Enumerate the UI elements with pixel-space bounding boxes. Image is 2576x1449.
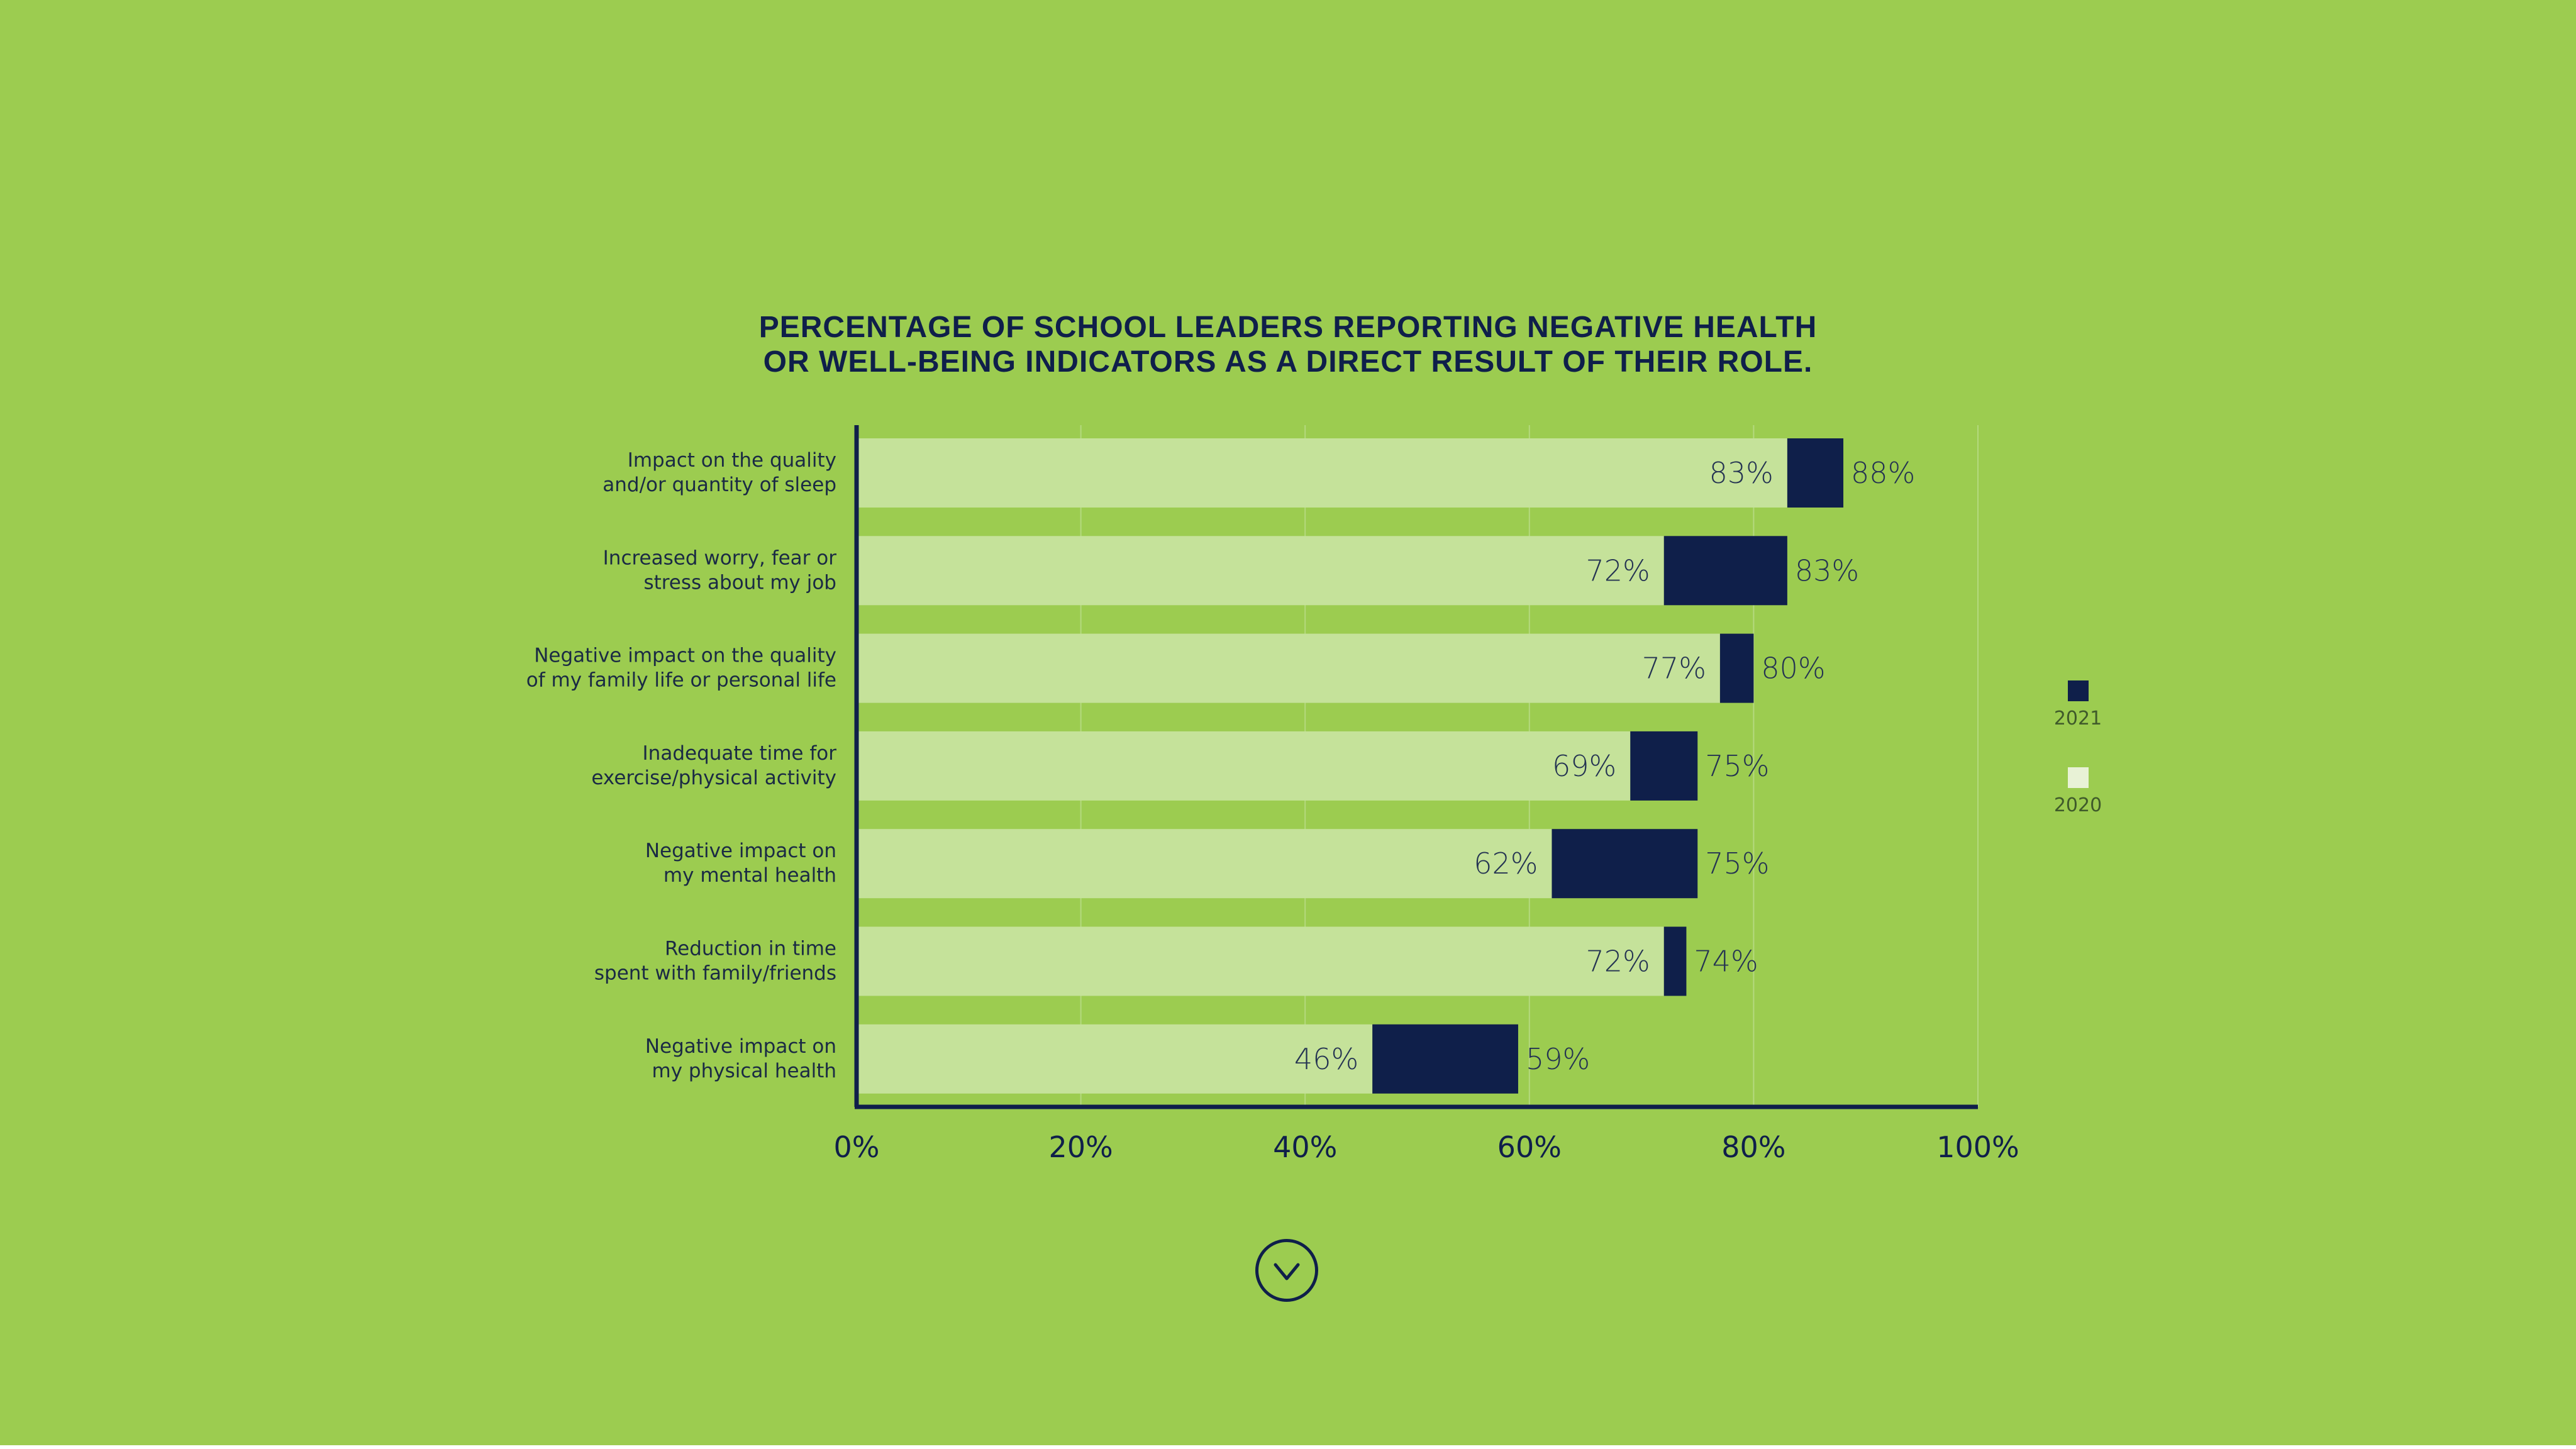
legend-label-2021: 2021 xyxy=(2054,708,2102,730)
x-tick-label: 100% xyxy=(1936,1130,2019,1164)
bar-2021 xyxy=(1552,829,1698,899)
category-label: and/or quantity of sleep xyxy=(602,474,836,496)
bar-2021 xyxy=(1663,536,1787,606)
bar-2020 xyxy=(857,438,1787,508)
legend-label-2020: 2020 xyxy=(2054,794,2102,816)
x-tick-labels: 0% 20% 40% 60% 80% 100% xyxy=(834,1130,2019,1164)
bar-2021 xyxy=(1787,438,1844,508)
x-tick-label: 40% xyxy=(1273,1130,1337,1164)
bar-2021 xyxy=(1719,633,1754,703)
category-label: Negative impact on the quality xyxy=(534,645,836,667)
bar-2021 xyxy=(1372,1024,1518,1094)
legend: 2021 2020 xyxy=(2054,680,2102,816)
x-tick-label: 80% xyxy=(1721,1130,1785,1164)
category-label: Negative impact on xyxy=(645,840,836,862)
x-tick-label: 0% xyxy=(834,1130,880,1164)
category-label: my mental health xyxy=(663,864,836,887)
bar-2020 xyxy=(857,633,1720,703)
legend-swatch-2021 xyxy=(2068,680,2089,701)
category-label: Increased worry, fear or xyxy=(603,547,837,569)
category-label: my physical health xyxy=(652,1060,836,1082)
value-label-2020: 62% xyxy=(1474,847,1538,880)
value-label-2021: 83% xyxy=(1795,553,1859,587)
category-label: Inadequate time for xyxy=(643,742,837,765)
category-label: Negative impact on xyxy=(645,1035,836,1058)
x-tick-label: 20% xyxy=(1048,1130,1113,1164)
bar-2021 xyxy=(1663,926,1687,996)
chart-title-line-1: PERCENTAGE OF SCHOOL LEADERS REPORTING N… xyxy=(758,311,1818,344)
bar-2020 xyxy=(857,829,1552,899)
value-label-2021: 88% xyxy=(1851,456,1915,490)
value-label-2020: 77% xyxy=(1642,652,1706,686)
bar-2020 xyxy=(857,1024,1373,1094)
value-label-2020: 72% xyxy=(1586,945,1650,979)
scroll-down-button[interactable] xyxy=(1255,1239,1318,1302)
axes xyxy=(854,425,1978,1109)
value-label-2021: 59% xyxy=(1526,1042,1590,1076)
legend-swatch-2020 xyxy=(2068,767,2089,788)
bars xyxy=(857,438,1844,1094)
bar-2021 xyxy=(1630,731,1698,801)
value-label-2021: 75% xyxy=(1705,749,1769,783)
category-label: Reduction in time xyxy=(665,938,836,960)
value-label-2021: 80% xyxy=(1761,652,1825,686)
bar-2020 xyxy=(857,926,1664,996)
bar-2020 xyxy=(857,731,1631,801)
x-tick-label: 60% xyxy=(1497,1130,1562,1164)
value-label-2020: 46% xyxy=(1294,1042,1358,1076)
bar-2020 xyxy=(857,536,1664,606)
value-label-2021: 75% xyxy=(1705,847,1769,880)
value-labels: 83% 88% 72% 83% 77% 80% 69% 75% 62% 75% 72% 74% 46% 5… xyxy=(1294,456,1915,1076)
bottom-edge xyxy=(0,1445,2576,1449)
category-label: stress about my job xyxy=(643,571,836,594)
category-label: spent with family/friends xyxy=(594,962,836,985)
chevron-down-icon xyxy=(1274,1263,1300,1280)
value-label-2021: 74% xyxy=(1694,945,1758,979)
category-label: of my family life or personal life xyxy=(526,669,836,692)
value-label-2020: 69% xyxy=(1552,749,1616,783)
category-label: Impact on the quality xyxy=(628,449,836,472)
value-label-2020: 72% xyxy=(1586,553,1650,587)
value-label-2020: 83% xyxy=(1709,456,1774,490)
chart-title-line-2: OR WELL-BEING INDICATORS AS A DIRECT RES… xyxy=(763,345,1813,379)
category-label: exercise/physical activity xyxy=(591,767,836,789)
